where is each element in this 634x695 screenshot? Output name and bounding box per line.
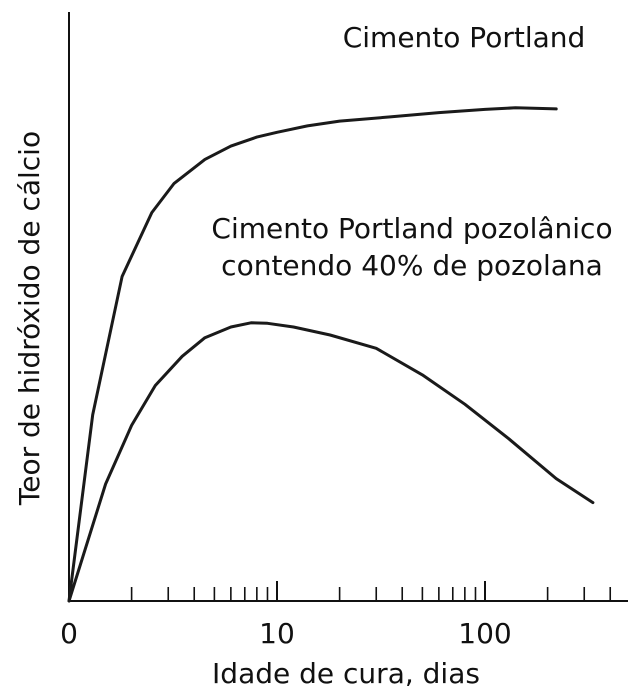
x-tick-label: 100 xyxy=(458,617,511,650)
x-tick-labels: 0 10 100 xyxy=(60,617,512,650)
x-ticks xyxy=(130,581,612,601)
x-tick-label: 0 xyxy=(60,617,78,650)
series-label-2: Cimento Portland pozolânico xyxy=(211,212,612,245)
series-labels: Cimento Portland Cimento Portland pozolân… xyxy=(211,21,612,282)
y-axis-label: Teor de hidróxido de cálcio xyxy=(13,131,46,506)
x-axis-label: Idade de cura, dias xyxy=(212,657,480,690)
series-line-2 xyxy=(67,321,595,603)
axes xyxy=(68,12,628,602)
series-group xyxy=(67,106,595,603)
series-label-1: Cimento Portland xyxy=(343,21,586,54)
series-label-2: contendo 40% de pozolana xyxy=(221,249,603,282)
series-line-1 xyxy=(67,106,558,603)
x-tick-label: 10 xyxy=(259,617,295,650)
